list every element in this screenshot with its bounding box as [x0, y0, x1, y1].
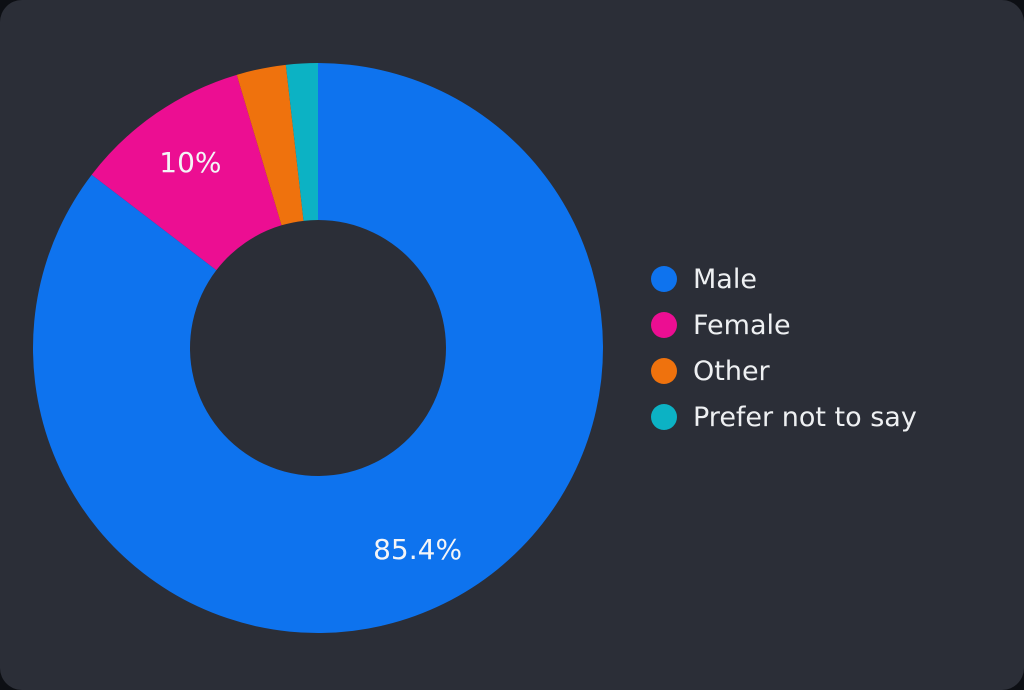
slice-label-male: 85.4%: [373, 533, 462, 566]
legend-swatch-female: [651, 312, 677, 338]
legend-label-female: Female: [693, 309, 791, 341]
legend-swatch-male: [651, 266, 677, 292]
legend-label-male: Male: [693, 263, 757, 295]
legend-swatch-prefer-not-to-say: [651, 404, 677, 430]
legend-item-other[interactable]: Other: [651, 348, 917, 394]
pie-slice-other[interactable]: [236, 64, 304, 226]
legend-item-female[interactable]: Female: [651, 302, 917, 348]
legend-label-prefer-not-to-say: Prefer not to say: [693, 401, 917, 433]
pie-slice-female[interactable]: [91, 74, 282, 271]
legend-label-other: Other: [693, 355, 770, 387]
pie-slice-prefer-not-to-say[interactable]: [285, 63, 318, 221]
slice-label-female: 10%: [159, 146, 221, 179]
legend-swatch-other: [651, 358, 677, 384]
legend-item-prefer-not-to-say[interactable]: Prefer not to say: [651, 394, 917, 440]
chart-legend: Male Female Other Prefer not to say: [651, 256, 917, 440]
legend-item-male[interactable]: Male: [651, 256, 917, 302]
pie-slice-male[interactable]: [32, 63, 603, 633]
